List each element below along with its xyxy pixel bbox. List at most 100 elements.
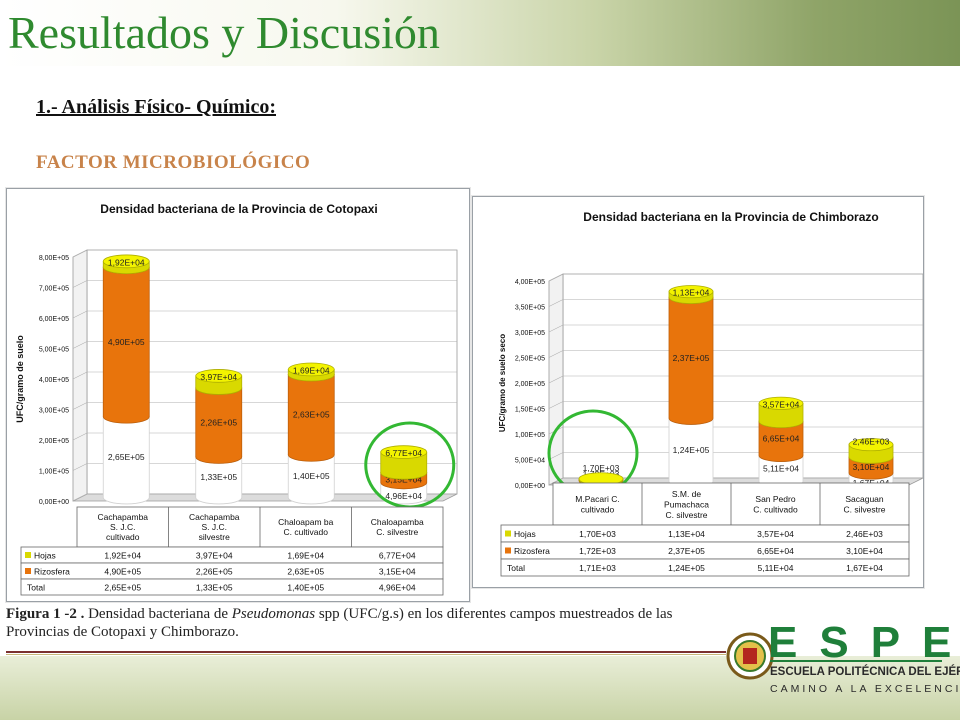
data-label: 2,65E+05 [108, 452, 145, 462]
y-tick-label: 2,00E+05 [515, 381, 545, 388]
data-label: 1,13E+04 [673, 288, 710, 298]
bottom-band [0, 656, 960, 720]
bar-segment [668, 296, 714, 425]
bar-hojas [668, 285, 714, 304]
bar-segment-top [195, 369, 243, 383]
data-label: 3,97E+04 [200, 372, 237, 382]
logo-letters: ESPE [768, 618, 960, 667]
legend-key-rizosfera [25, 568, 31, 574]
caption-species: Pseudomonas [231, 606, 316, 622]
y-tick-label: 5,00E+04 [515, 458, 545, 465]
y-tick-label: 3,00E+05 [515, 330, 545, 337]
table-cell: 1,24E+05 [668, 563, 705, 573]
gridline-side [548, 477, 564, 486]
y-tick-label: 4,00E+05 [39, 377, 69, 384]
category-label: silvestre [199, 532, 230, 542]
table-row [500, 558, 910, 577]
category-label: cultivado [106, 532, 140, 542]
table-cell: 2,63E+05 [287, 567, 324, 577]
data-label: 2,37E+05 [673, 353, 710, 363]
category-label: C. silvestre [665, 510, 707, 520]
gridline-side [72, 341, 88, 349]
bar-segment [287, 374, 335, 462]
y-tick-label: 0,00E+00 [515, 483, 545, 490]
bar-segment-top [758, 396, 804, 410]
data-label: 4,90E+05 [108, 337, 145, 347]
data-label: 6,65E+04 [763, 433, 800, 443]
category-label: C. cultivado [284, 527, 329, 537]
gridline-side [72, 463, 88, 471]
bar-segment-top [102, 254, 150, 269]
logo-motto: CAMINO A LA EXCELENCIA [770, 683, 960, 695]
category-label: S. J.C. [201, 522, 227, 532]
caption-text-1: Densidad bacteriana de [84, 606, 232, 622]
y-tick-label: 1,50E+05 [515, 407, 545, 414]
data-label: 6,77E+04 [385, 448, 422, 458]
footer-rule [6, 651, 726, 653]
table-cell: 2,37E+05 [668, 546, 705, 556]
caption-text-2: spp (UFC/g.s) en los diferentes campos m… [6, 606, 673, 640]
y-axis-label: UFC/gramo de suelo [15, 335, 25, 423]
table-cell: 1,69E+04 [287, 551, 324, 561]
gridline-side [548, 350, 564, 358]
y-tick-label: 1,00E+05 [515, 432, 545, 439]
bar-hojas [848, 438, 894, 464]
table-cell: 1,13E+04 [668, 529, 705, 539]
category-label: M.Pacari C. [575, 494, 619, 504]
table-cell: 1,70E+03 [579, 529, 616, 539]
y-tick-label: 2,00E+05 [39, 438, 69, 445]
table-cell: 3,57E+04 [757, 529, 794, 539]
category-label: Pumachaca [664, 499, 709, 509]
gridline-side [72, 249, 88, 258]
category-label: S. J.C. [110, 522, 136, 532]
bar-hojas [195, 369, 243, 395]
data-label: 1,69E+04 [293, 365, 330, 375]
table-cell: 1,71E+03 [579, 563, 616, 573]
category-label: San Pedro [755, 494, 795, 504]
slide-title: Resultados y Discusión [8, 7, 440, 58]
gridline-side [72, 371, 88, 380]
data-label: 3,57E+04 [763, 399, 800, 409]
legend-entry: Total [27, 583, 45, 593]
category-label: Cachapamba [97, 512, 148, 522]
gridline-side [548, 375, 564, 384]
bar-hojas [102, 254, 150, 275]
legend-key-hojas [25, 552, 31, 558]
bar-segment [195, 387, 243, 464]
logo-institution-name: ESCUELA POLITÉCNICA DEL EJÉRCITO [770, 666, 960, 678]
category-label: Sacaguan [845, 494, 884, 504]
bar-segment [102, 266, 150, 424]
bar-segment [287, 454, 335, 505]
y-tick-label: 7,00E+05 [39, 286, 69, 293]
legend-entry: Hojas [34, 551, 56, 561]
bar-segment-top [287, 362, 335, 377]
data-label: 1,24E+05 [673, 445, 710, 455]
y-tick-label: 8,00E+05 [39, 255, 69, 262]
bar-hojas [758, 396, 804, 429]
section-heading: FACTOR MICROBIOLÓGICO [36, 152, 311, 173]
table-cell: 3,10E+04 [846, 546, 883, 556]
gridline-side [72, 402, 88, 410]
legend-key-rizosfera [505, 547, 511, 554]
table-cell: 3,97E+04 [196, 551, 233, 561]
category-label: S.M. de [672, 489, 702, 499]
slide-subtitle: 1.- Análisis Físico- Químico: [36, 96, 276, 118]
legend-key-hojas [505, 530, 511, 537]
bar-segment [380, 451, 428, 480]
gridline-side [72, 432, 88, 441]
category-label: C. cultivado [753, 505, 798, 515]
table-cell: 2,46E+03 [846, 529, 883, 539]
bar-segment [758, 421, 804, 462]
gridline-side [548, 324, 564, 333]
data-label: 1,40E+05 [293, 471, 330, 481]
espe-logo [726, 632, 774, 680]
table-cell: 6,77E+04 [379, 551, 416, 561]
gridline-side [548, 401, 564, 409]
data-label: 2,63E+05 [293, 410, 330, 420]
y-tick-label: 1,00E+05 [39, 469, 69, 476]
category-label: Chaloapamba [371, 517, 424, 527]
data-label: 1,92E+04 [108, 257, 145, 267]
bar-segment-top [380, 445, 428, 459]
y-tick-label: 3,50E+05 [515, 305, 545, 312]
table-cell: 1,33E+05 [196, 583, 233, 593]
